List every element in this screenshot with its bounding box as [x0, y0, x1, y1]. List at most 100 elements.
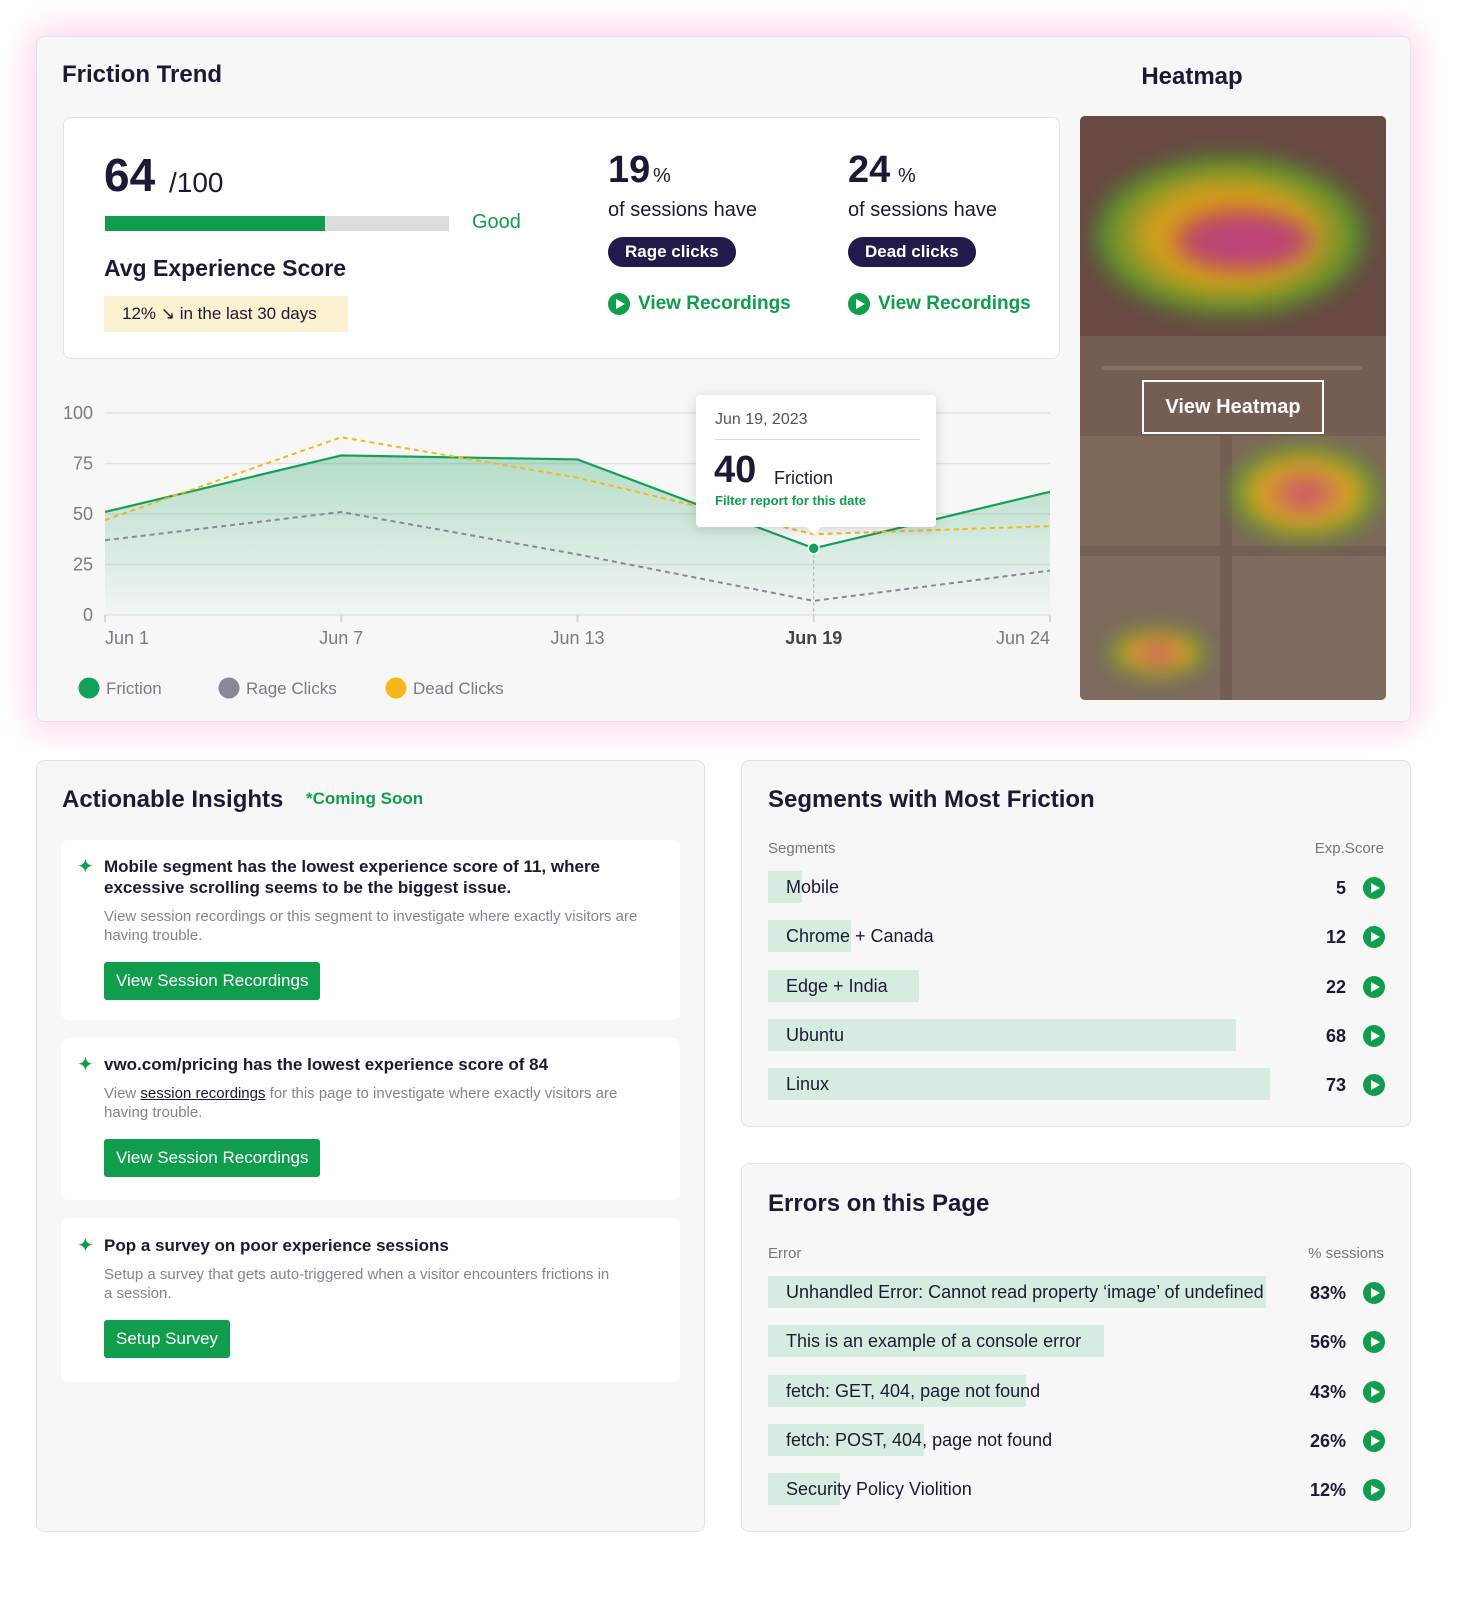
- play-button[interactable]: [1363, 975, 1385, 998]
- row-label: This is an example of a console error: [786, 1331, 1082, 1352]
- y-tick-label: 100: [63, 403, 93, 423]
- play-icon: [1371, 1435, 1380, 1446]
- view-recordings[interactable]: View Recordings: [608, 292, 791, 316]
- row-bar: [768, 1276, 1266, 1308]
- tile: [1080, 436, 1220, 546]
- insight-button[interactable]: View Session Recordings: [104, 1139, 321, 1177]
- line: [104, 436, 1051, 536]
- row-bar: [768, 871, 803, 903]
- insight-button[interactable]: Setup Survey: [104, 1320, 231, 1358]
- legend-label: Dead Clicks: [413, 679, 504, 698]
- column-header: % sessions: [1308, 1245, 1384, 1262]
- row-label: Mobile: [786, 877, 840, 897]
- view-heatmap-button[interactable]: View Heatmap: [1142, 380, 1324, 434]
- y-tick-label: 75: [73, 454, 93, 474]
- play-icon: [1371, 1485, 1380, 1496]
- play-button[interactable]: [1363, 1479, 1385, 1502]
- desc-link[interactable]: session recordings: [140, 1085, 266, 1102]
- insight-title: Pop a survey on poor experience sessions: [104, 1236, 449, 1255]
- play-icon: [1371, 981, 1380, 992]
- insight-desc: View session recordings or this segment …: [104, 908, 638, 944]
- row-bar: [768, 1018, 1236, 1051]
- play-icon: [1371, 1030, 1380, 1041]
- stat-text: of sessions have: [608, 199, 757, 221]
- chart: 0 25 50 75 100 Jun 1 Jun 7 Jun 13 Jun 19 Jun 24 Fr…: [63, 403, 1051, 699]
- row-value: 12%: [1309, 1480, 1346, 1501]
- x-tick-label: Jun 7: [319, 628, 363, 648]
- play-icon: [1371, 883, 1380, 893]
- y-tick-label: 50: [73, 504, 93, 524]
- tooltip: Jun 19, 2023 40 Friction Filter report f…: [696, 395, 936, 535]
- insight-title: vwo.com/pricing has the lowest experienc…: [104, 1055, 549, 1074]
- play-button[interactable]: [1363, 1024, 1385, 1047]
- x-tick-label: Jun 19: [785, 628, 842, 648]
- row-label: Unhandled Error: Cannot read property ‘i…: [786, 1282, 1264, 1302]
- section-title: Actionable Insights: [62, 786, 284, 813]
- line: [104, 454, 1051, 550]
- row-value: 5: [1335, 878, 1346, 898]
- stat-value: 24: [848, 149, 891, 191]
- play-button[interactable]: [1363, 1074, 1385, 1097]
- coming-soon: *Coming Soon: [306, 789, 424, 808]
- view-recordings[interactable]: View Recordings: [848, 292, 1031, 316]
- play-icon: [1371, 1386, 1380, 1397]
- score-rating: Good: [472, 211, 521, 233]
- text-line: [1102, 366, 1362, 370]
- tile: [1232, 556, 1386, 700]
- heatmap-title: Heatmap: [1141, 63, 1243, 90]
- legend-swatch: [218, 677, 240, 699]
- star-icon: ✦: [77, 1235, 94, 1257]
- heat-blob: [1108, 628, 1208, 678]
- stat-tag: Dead clicks: [848, 237, 976, 267]
- star-icon: ✦: [77, 1054, 94, 1076]
- insight-title: Mobile segment has the lowest experience…: [104, 857, 601, 897]
- section-title: Errors on this Page: [768, 1190, 990, 1217]
- divider: [715, 439, 920, 440]
- play-icon: [1371, 1080, 1380, 1091]
- row-bar: [768, 920, 851, 953]
- row-label: Security Policy Viol​ition: [786, 1479, 972, 1500]
- score-change: 12% ↘ in the last 30 days: [104, 296, 348, 332]
- play-button[interactable]: [1363, 1331, 1385, 1354]
- play-icon: [1371, 1288, 1380, 1298]
- insight-desc: View session recordings for this page to…: [104, 1084, 664, 1122]
- row-bar: [768, 1374, 1026, 1407]
- heat-blob: [1230, 446, 1380, 541]
- segments-card: [741, 760, 1411, 1127]
- row-bar: [768, 1473, 840, 1506]
- legend-swatch: [385, 677, 407, 699]
- play-button[interactable]: [1363, 1380, 1385, 1403]
- heatmap-image: [1080, 116, 1386, 700]
- column-header: Segments: [768, 840, 836, 857]
- score-label: Avg Experience Score: [104, 255, 347, 281]
- insight-desc: Setup a survey that gets auto-triggered …: [104, 1266, 610, 1302]
- legend-label: Friction: [106, 679, 162, 698]
- row-value: 68: [1325, 1025, 1346, 1046]
- row-value: 12: [1325, 927, 1346, 948]
- row-bar: [768, 1423, 924, 1456]
- play-icon: [1371, 932, 1380, 943]
- play-button[interactable]: [1363, 1282, 1385, 1304]
- point: [807, 542, 820, 555]
- row-bar: [768, 1325, 1104, 1358]
- play-button[interactable]: [1363, 1429, 1385, 1452]
- x-tick-label: Jun 13: [550, 628, 604, 648]
- stat-tag: Rage clicks: [608, 237, 736, 267]
- stat-value: 19: [608, 149, 651, 191]
- section-title: Friction Trend: [62, 61, 223, 88]
- row-value: 22: [1325, 976, 1346, 997]
- insight-button[interactable]: View Session Recordings: [104, 962, 321, 1000]
- score-max: /100: [169, 167, 224, 198]
- play-button[interactable]: [1363, 926, 1385, 949]
- row-value: 83%: [1309, 1283, 1346, 1303]
- tooltip-pointer: [806, 526, 822, 535]
- row-label: Ubuntu: [786, 1024, 845, 1045]
- play-button[interactable]: [1363, 877, 1385, 899]
- row-value: 43%: [1309, 1381, 1346, 1402]
- tooltip-link[interactable]: Filter report for this date: [715, 493, 866, 508]
- desc-text: View: [104, 1085, 137, 1102]
- row-label: Linux: [786, 1074, 830, 1095]
- column-header: Error: [768, 1245, 802, 1262]
- tooltip-date: Jun 19, 2023: [715, 411, 808, 428]
